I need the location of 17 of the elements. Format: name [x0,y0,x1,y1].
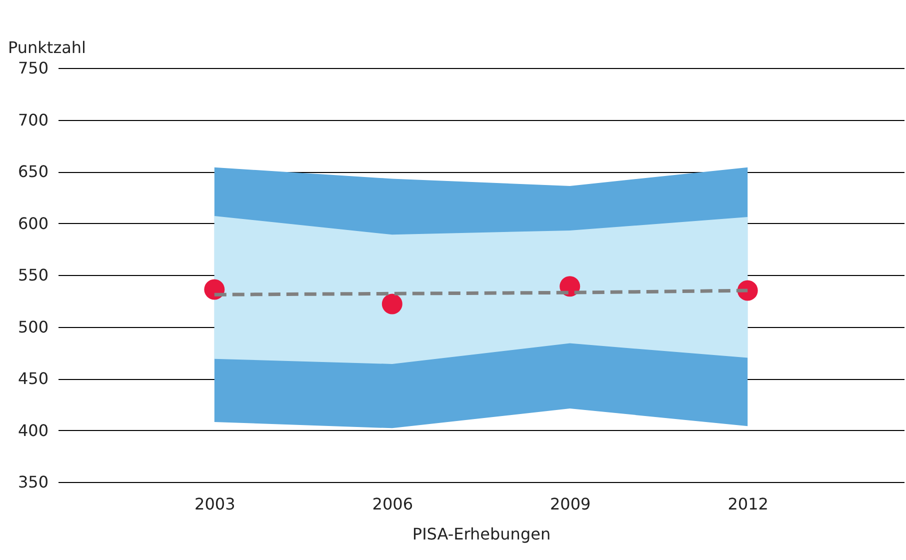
x-tick-label: 2006 [372,494,413,514]
y-tick-label: 600 [18,214,48,233]
point [204,279,225,300]
y-tick-label: 500 [18,317,48,336]
point [382,294,402,314]
y-tick-label: 700 [18,110,48,130]
y-tick-label: 550 [18,266,48,284]
y-tick-label: 450 [18,369,48,388]
x-tick-label: 2003 [194,494,236,514]
x-axis-title: PISA-Erhebungen [412,524,551,544]
y-tick-label: 750 [18,58,48,78]
x-tick-label: 2009 [550,494,591,514]
y-axis-title: Punktzahl [8,38,86,57]
y-tick-label: 400 [18,420,48,440]
x-tick-label: 2012 [728,494,768,514]
y-tick-label: 350 [18,472,48,492]
y-tick-label: 650 [18,162,48,181]
